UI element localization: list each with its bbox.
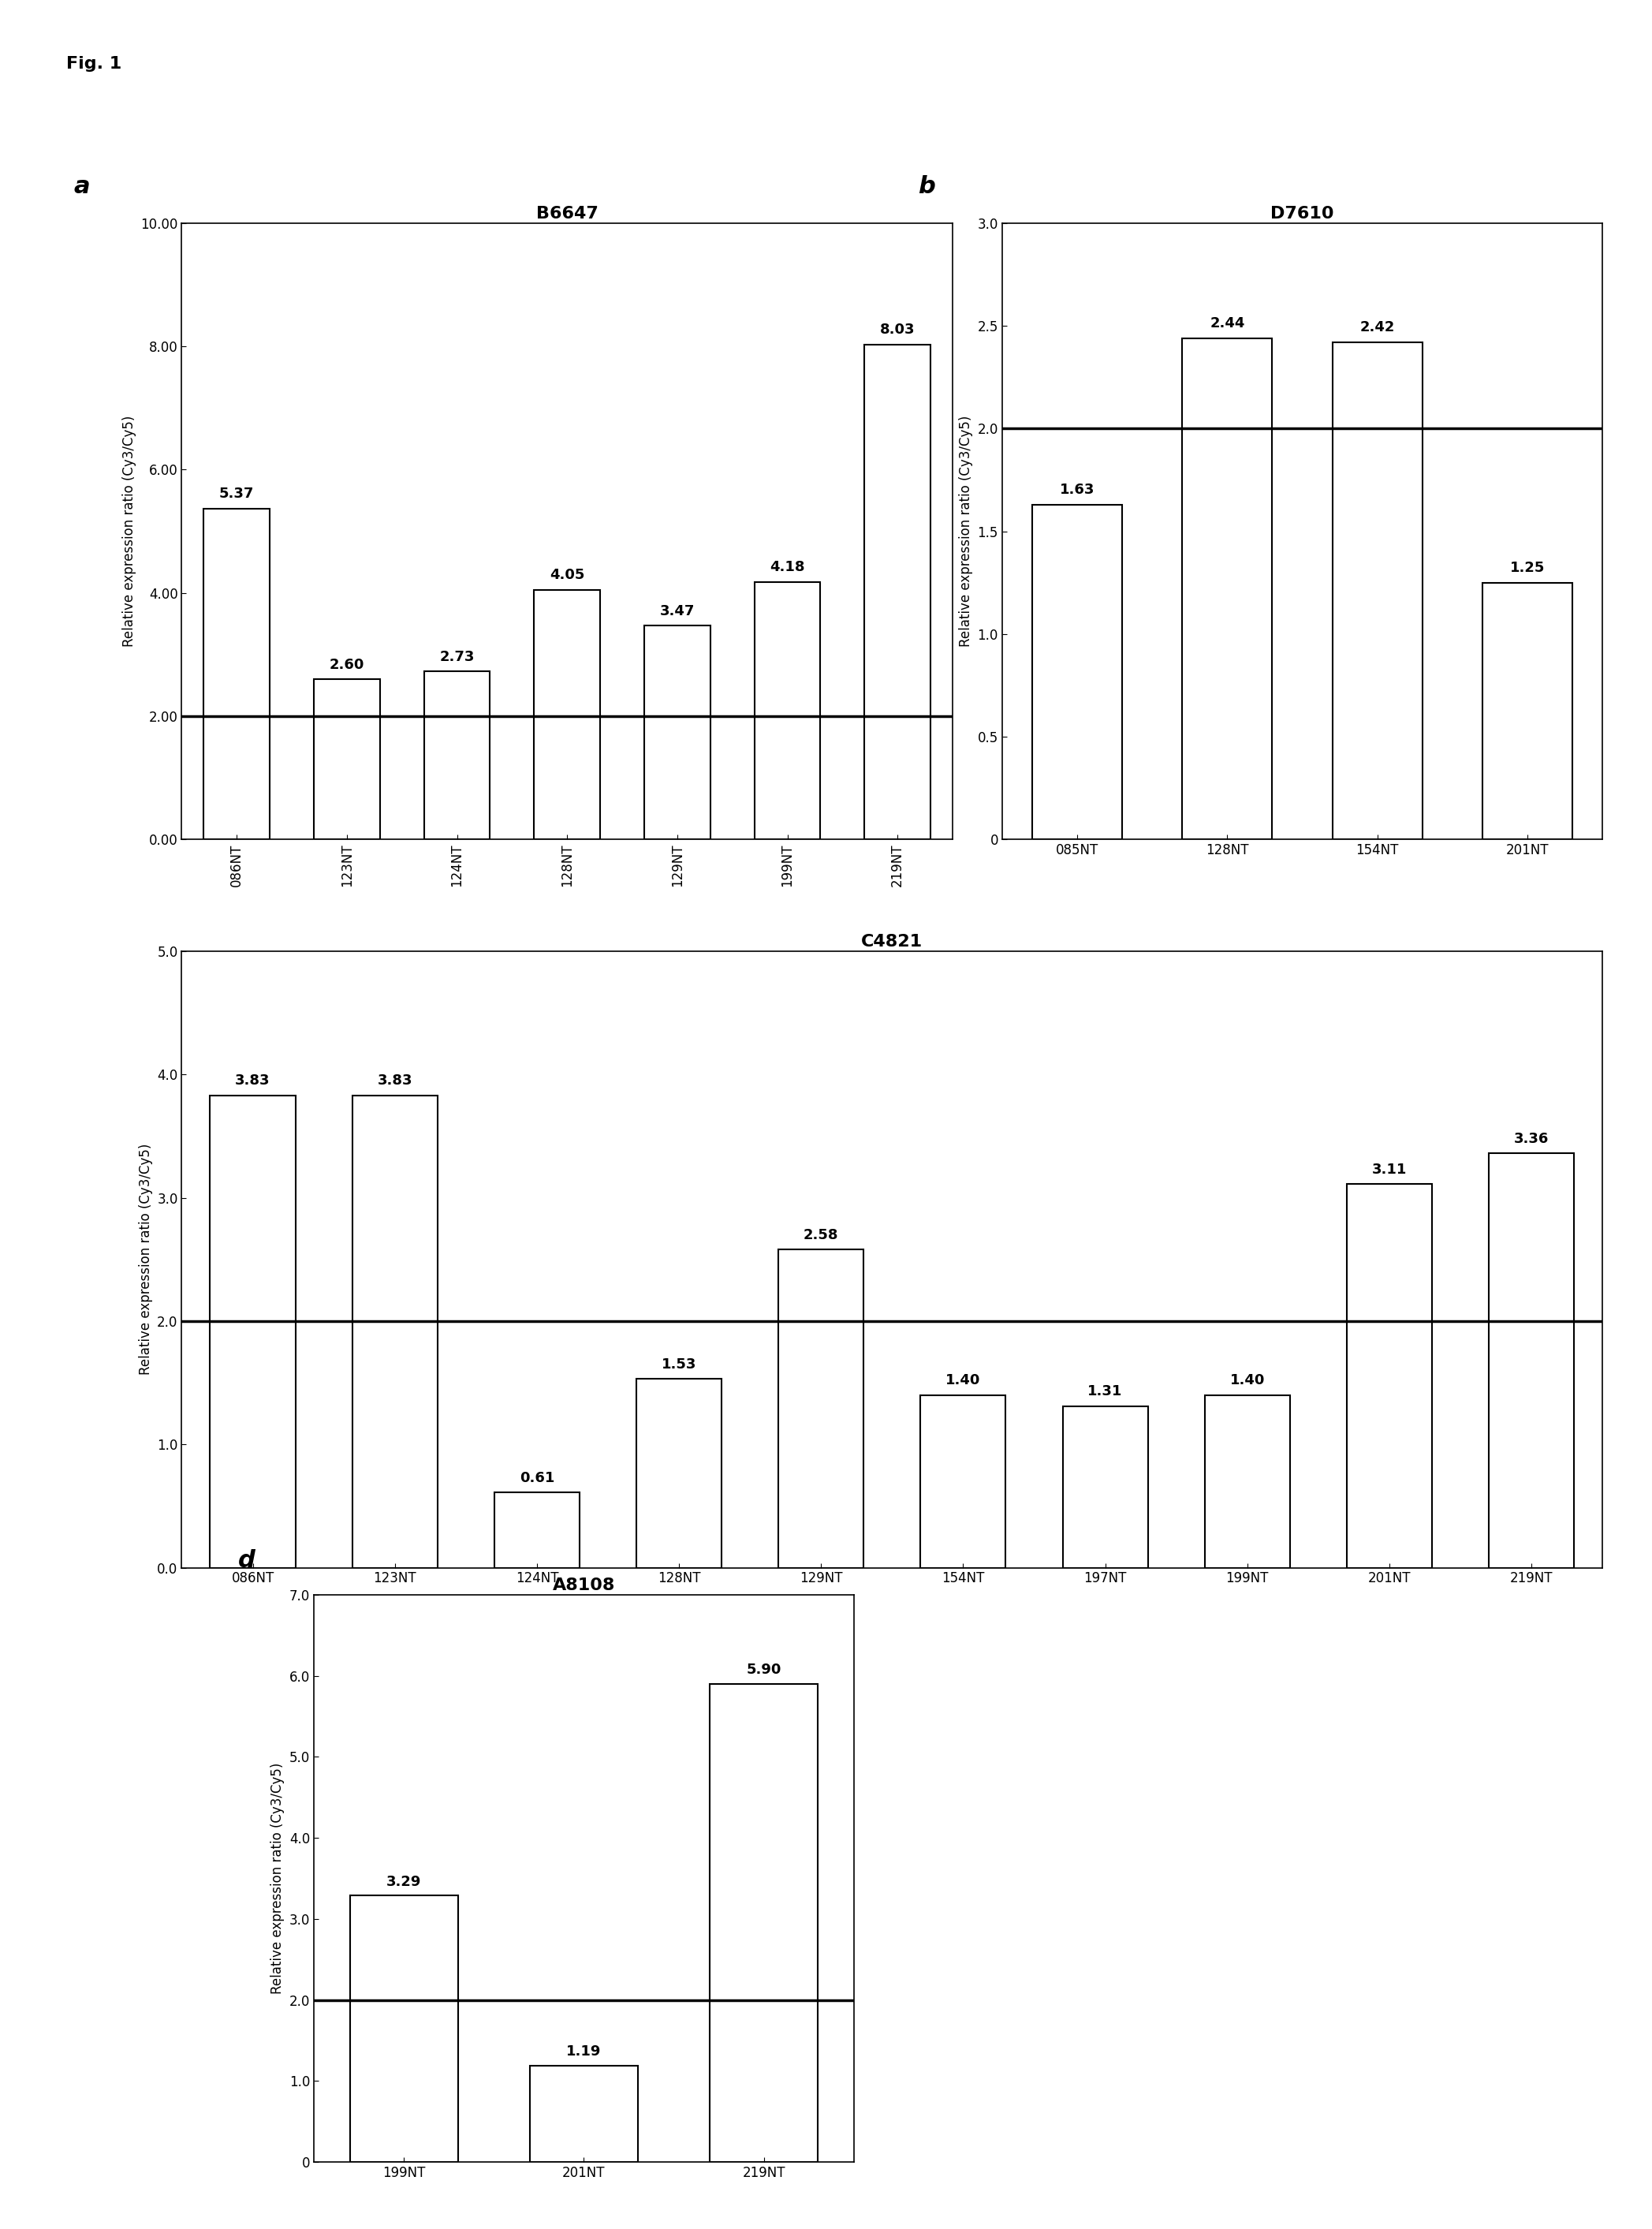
Text: 3.83: 3.83 xyxy=(377,1074,413,1088)
Text: 3.47: 3.47 xyxy=(659,604,695,617)
Bar xyxy=(920,1395,1006,1567)
Bar xyxy=(1346,1184,1432,1567)
Bar xyxy=(350,1895,458,2162)
Text: 4.05: 4.05 xyxy=(550,568,585,582)
Text: b: b xyxy=(919,176,935,198)
Bar xyxy=(1183,339,1272,840)
Text: 1.25: 1.25 xyxy=(1510,562,1545,575)
Text: Fig. 1: Fig. 1 xyxy=(66,56,122,71)
Bar xyxy=(203,508,269,840)
Text: 1.40: 1.40 xyxy=(1229,1373,1265,1389)
Text: a: a xyxy=(74,176,91,198)
Bar xyxy=(352,1094,438,1567)
Text: 5.90: 5.90 xyxy=(747,1663,781,1676)
Title: D7610: D7610 xyxy=(1270,205,1335,221)
Text: 8.03: 8.03 xyxy=(881,323,915,337)
Bar xyxy=(314,680,380,840)
Text: 2.44: 2.44 xyxy=(1209,317,1244,330)
Y-axis label: Relative expression ratio (Cy3/Cy5): Relative expression ratio (Cy3/Cy5) xyxy=(271,1763,284,1995)
Y-axis label: Relative expression ratio (Cy3/Cy5): Relative expression ratio (Cy3/Cy5) xyxy=(139,1143,152,1375)
Text: 2.60: 2.60 xyxy=(329,658,365,671)
Text: 1.53: 1.53 xyxy=(661,1357,697,1371)
Title: A8108: A8108 xyxy=(552,1578,615,1594)
Text: 3.83: 3.83 xyxy=(235,1074,271,1088)
Bar xyxy=(1204,1395,1290,1567)
Bar xyxy=(534,591,600,840)
Text: 2.58: 2.58 xyxy=(803,1228,839,1242)
Bar xyxy=(710,1683,818,2162)
Bar xyxy=(1032,504,1122,840)
Bar xyxy=(1488,1152,1574,1567)
Bar xyxy=(778,1250,864,1567)
Text: 0.61: 0.61 xyxy=(519,1471,555,1485)
Bar xyxy=(864,345,930,840)
Bar xyxy=(644,626,710,840)
Title: B6647: B6647 xyxy=(535,205,598,221)
Text: 1.19: 1.19 xyxy=(567,2044,601,2060)
Bar xyxy=(494,1493,580,1567)
Bar xyxy=(1482,582,1573,840)
Bar xyxy=(530,2066,638,2162)
Text: 3.36: 3.36 xyxy=(1513,1132,1550,1146)
Title: C4821: C4821 xyxy=(861,934,923,950)
Bar xyxy=(755,582,821,840)
Text: 1.40: 1.40 xyxy=(945,1373,981,1389)
Bar xyxy=(425,671,491,840)
Text: 3.29: 3.29 xyxy=(387,1875,421,1888)
Text: 1.63: 1.63 xyxy=(1059,484,1095,497)
Bar xyxy=(636,1380,722,1567)
Text: 4.18: 4.18 xyxy=(770,559,805,575)
Bar xyxy=(1332,341,1422,840)
Text: 5.37: 5.37 xyxy=(220,486,254,502)
Text: 3.11: 3.11 xyxy=(1371,1164,1408,1177)
Text: 1.31: 1.31 xyxy=(1087,1384,1123,1400)
Text: 2.42: 2.42 xyxy=(1360,321,1394,334)
Text: 2.73: 2.73 xyxy=(439,649,474,664)
Bar xyxy=(1062,1406,1148,1567)
Y-axis label: Relative expression ratio (Cy3/Cy5): Relative expression ratio (Cy3/Cy5) xyxy=(122,415,135,646)
Bar xyxy=(210,1094,296,1567)
Text: d: d xyxy=(238,1549,256,1571)
Y-axis label: Relative expression ratio (Cy3/Cy5): Relative expression ratio (Cy3/Cy5) xyxy=(958,415,973,646)
